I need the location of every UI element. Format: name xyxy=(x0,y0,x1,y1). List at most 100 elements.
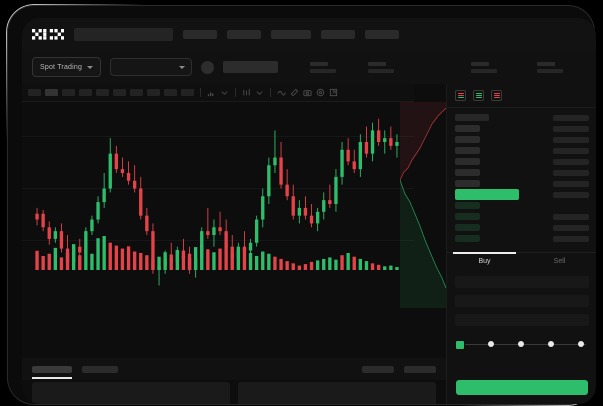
timeframe-button-1[interactable] xyxy=(28,89,41,96)
stat-label xyxy=(310,61,329,66)
market-stat-3 xyxy=(471,61,497,73)
tab-sell[interactable]: Sell xyxy=(553,258,566,265)
okx-logo[interactable] xyxy=(32,28,64,40)
orderbook-both-icon[interactable] xyxy=(455,90,466,101)
chart-gridline xyxy=(22,136,414,137)
tab-order-history[interactable] xyxy=(82,365,118,373)
orderbook-ask-row[interactable] xyxy=(455,123,589,134)
slider-node-50[interactable] xyxy=(518,341,524,347)
timeframe-button-10[interactable] xyxy=(181,89,194,96)
device-screen: Spot Trading xyxy=(22,18,596,404)
pair-avatar xyxy=(201,60,215,74)
market-depth-overlay xyxy=(400,102,446,308)
camera-icon[interactable] xyxy=(303,88,312,97)
price-chart[interactable] xyxy=(22,102,414,308)
orders-panel-left[interactable] xyxy=(32,382,230,404)
amount-percent-slider[interactable] xyxy=(455,340,588,350)
device-bezel: Spot Trading xyxy=(8,6,596,404)
tab-open-orders[interactable] xyxy=(32,365,72,379)
orderbook-ask-row[interactable] xyxy=(455,145,589,156)
timeframe-button-9[interactable] xyxy=(164,89,177,96)
settings-icon[interactable] xyxy=(316,88,325,97)
orderbook-bid-row[interactable] xyxy=(455,233,589,244)
chart-gridline xyxy=(22,188,414,189)
timeframe-button-7[interactable] xyxy=(130,89,143,96)
orderbook-ask-row[interactable] xyxy=(455,167,589,178)
orders-action-2[interactable] xyxy=(404,365,436,373)
slider-handle[interactable] xyxy=(455,340,465,350)
nav-item-5[interactable] xyxy=(365,29,399,39)
trading-pair-selector[interactable] xyxy=(110,58,193,76)
stat-value xyxy=(368,68,395,73)
toolbar-divider xyxy=(270,88,271,97)
orders-action-1[interactable] xyxy=(362,365,394,373)
chart-gridline xyxy=(22,240,414,241)
orderbook-rows xyxy=(447,108,596,248)
orderbook-ask-row[interactable] xyxy=(455,156,589,167)
last-price-placeholder xyxy=(223,61,279,73)
orderbook-bid-row[interactable] xyxy=(455,200,589,211)
chevron-down-icon[interactable] xyxy=(220,88,229,97)
chart-toolbar xyxy=(22,84,414,102)
slider-node-100[interactable] xyxy=(578,341,584,347)
orderbook-bid-row[interactable] xyxy=(455,211,589,222)
order-type-field[interactable] xyxy=(455,276,589,288)
chevron-down-icon xyxy=(87,65,94,69)
candlestick-series xyxy=(35,118,399,286)
toolbar-divider xyxy=(200,88,201,97)
nav-item-1[interactable] xyxy=(183,29,217,39)
toolbar-divider xyxy=(235,88,236,97)
orders-tab-bar xyxy=(22,358,446,380)
orderbook-bids-icon[interactable] xyxy=(473,90,484,101)
orderbook-ask-row[interactable] xyxy=(455,134,589,145)
trading-mode-label: Spot Trading xyxy=(40,63,83,71)
stat-value xyxy=(310,68,337,73)
compare-icon[interactable] xyxy=(242,88,251,97)
slider-node-75[interactable] xyxy=(548,341,554,347)
line-style-icon[interactable] xyxy=(277,88,286,97)
price-field[interactable] xyxy=(455,295,589,307)
timeframe-button-2[interactable] xyxy=(45,89,58,96)
chevron-down-icon xyxy=(179,65,186,69)
stat-value xyxy=(537,68,563,73)
top-navigation-bar xyxy=(22,18,596,50)
orderbook-header-row xyxy=(455,112,589,123)
orderbook-asks-icon[interactable] xyxy=(491,90,502,101)
stat-label xyxy=(368,61,387,66)
nav-item-4[interactable] xyxy=(321,29,355,39)
orderbook-ask-row[interactable] xyxy=(455,178,589,189)
submit-buy-button[interactable] xyxy=(456,380,588,395)
orderbook-last-price-row xyxy=(455,189,589,200)
search-input[interactable] xyxy=(74,27,173,41)
market-stat-4 xyxy=(537,61,563,73)
stat-value xyxy=(471,68,497,73)
market-header: Spot Trading xyxy=(22,50,596,84)
slider-node-25[interactable] xyxy=(488,341,494,347)
volume-series xyxy=(35,236,399,270)
chevron-down-icon[interactable] xyxy=(255,88,264,97)
stat-label xyxy=(471,61,489,66)
trading-mode-selector[interactable]: Spot Trading xyxy=(32,57,102,77)
indicator-icon[interactable] xyxy=(207,88,216,97)
orderbook-bid-row[interactable] xyxy=(455,222,589,233)
orders-panels xyxy=(22,382,446,404)
timeframe-button-8[interactable] xyxy=(147,89,160,96)
timeframe-button-3[interactable] xyxy=(62,89,75,96)
trade-side-tabs: Buy Sell xyxy=(447,252,596,270)
stat-label xyxy=(537,61,555,66)
market-stat-2 xyxy=(368,61,395,73)
nav-item-2[interactable] xyxy=(227,29,261,39)
timeframe-button-4[interactable] xyxy=(79,89,92,96)
timeframe-button-6[interactable] xyxy=(113,89,126,96)
tab-buy[interactable]: Buy xyxy=(447,252,522,270)
ruler-icon[interactable] xyxy=(290,88,299,97)
market-stat-1 xyxy=(310,61,337,73)
timeframe-button-5[interactable] xyxy=(96,89,109,96)
amount-field[interactable] xyxy=(455,314,589,326)
orderbook-view-modes xyxy=(447,84,596,108)
orders-panel-right[interactable] xyxy=(238,382,436,404)
orderbook-panel: Buy Sell xyxy=(446,84,596,404)
fullscreen-icon[interactable] xyxy=(329,88,338,97)
nav-item-3[interactable] xyxy=(271,29,311,39)
